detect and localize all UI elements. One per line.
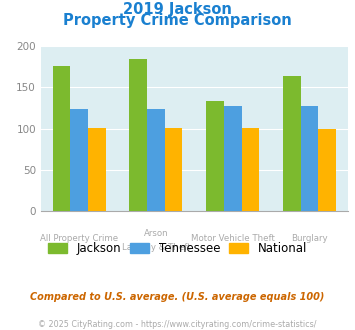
- Text: 2019 Jackson: 2019 Jackson: [123, 2, 232, 16]
- Bar: [130, 59, 147, 211]
- Bar: [283, 76, 301, 211]
- Legend: Jackson, Tennessee, National: Jackson, Tennessee, National: [43, 237, 312, 260]
- Text: Compared to U.S. average. (U.S. average equals 100): Compared to U.S. average. (U.S. average …: [30, 292, 325, 302]
- Bar: [224, 106, 241, 211]
- Text: All Property Crime: All Property Crime: [40, 234, 118, 243]
- Text: Motor Vehicle Theft: Motor Vehicle Theft: [191, 234, 275, 243]
- Bar: [301, 106, 318, 211]
- Text: Arson: Arson: [144, 229, 168, 238]
- Text: Larceny & Theft: Larceny & Theft: [122, 243, 190, 251]
- Text: Burglary: Burglary: [291, 234, 328, 243]
- Text: © 2025 CityRating.com - https://www.cityrating.com/crime-statistics/: © 2025 CityRating.com - https://www.city…: [38, 320, 317, 329]
- Bar: [165, 128, 182, 211]
- Text: Property Crime Comparison: Property Crime Comparison: [63, 13, 292, 28]
- Bar: [206, 102, 224, 211]
- Bar: [147, 109, 165, 211]
- Bar: [241, 128, 259, 211]
- Bar: [88, 128, 106, 211]
- Bar: [70, 109, 88, 211]
- Bar: [318, 129, 336, 211]
- Bar: [53, 66, 70, 211]
